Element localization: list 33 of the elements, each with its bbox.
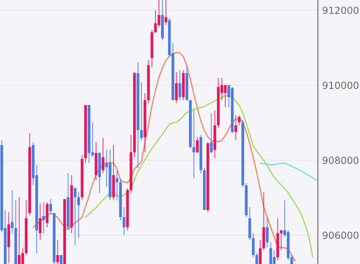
candlestick	[112, 144, 115, 201]
candlestick	[255, 252, 258, 264]
y-tick-label: 908000	[322, 156, 359, 164]
candlestick	[196, 136, 199, 154]
candlestick	[224, 84, 227, 108]
candlestick	[178, 70, 182, 101]
line-series	[260, 162, 317, 181]
y-tick-label: 906000	[322, 232, 359, 239]
candlestick	[98, 152, 101, 194]
y-tick-label: 910000	[322, 82, 359, 89]
candlestick	[276, 218, 280, 261]
candlestick	[252, 232, 255, 258]
candlestick	[18, 196, 21, 264]
candlestick	[266, 216, 269, 248]
candlestick	[182, 70, 185, 101]
candlestick	[10, 190, 14, 234]
candlestick	[38, 202, 42, 240]
y-tick-label: 912000	[322, 6, 359, 14]
candlestick	[269, 242, 272, 264]
candlestick	[46, 202, 49, 228]
candlestick	[192, 110, 196, 179]
candlestick	[210, 112, 213, 154]
candlestick	[175, 72, 178, 104]
candlestick	[248, 206, 252, 240]
candlestick	[74, 186, 76, 246]
candlestick	[49, 198, 52, 214]
line-series	[32, 52, 296, 262]
candlestick	[164, 0, 168, 26]
candlestick	[102, 138, 104, 174]
candlestick	[7, 212, 10, 264]
candlestick	[56, 240, 59, 264]
candlestick	[161, 0, 164, 41]
candlestick	[94, 142, 98, 180]
